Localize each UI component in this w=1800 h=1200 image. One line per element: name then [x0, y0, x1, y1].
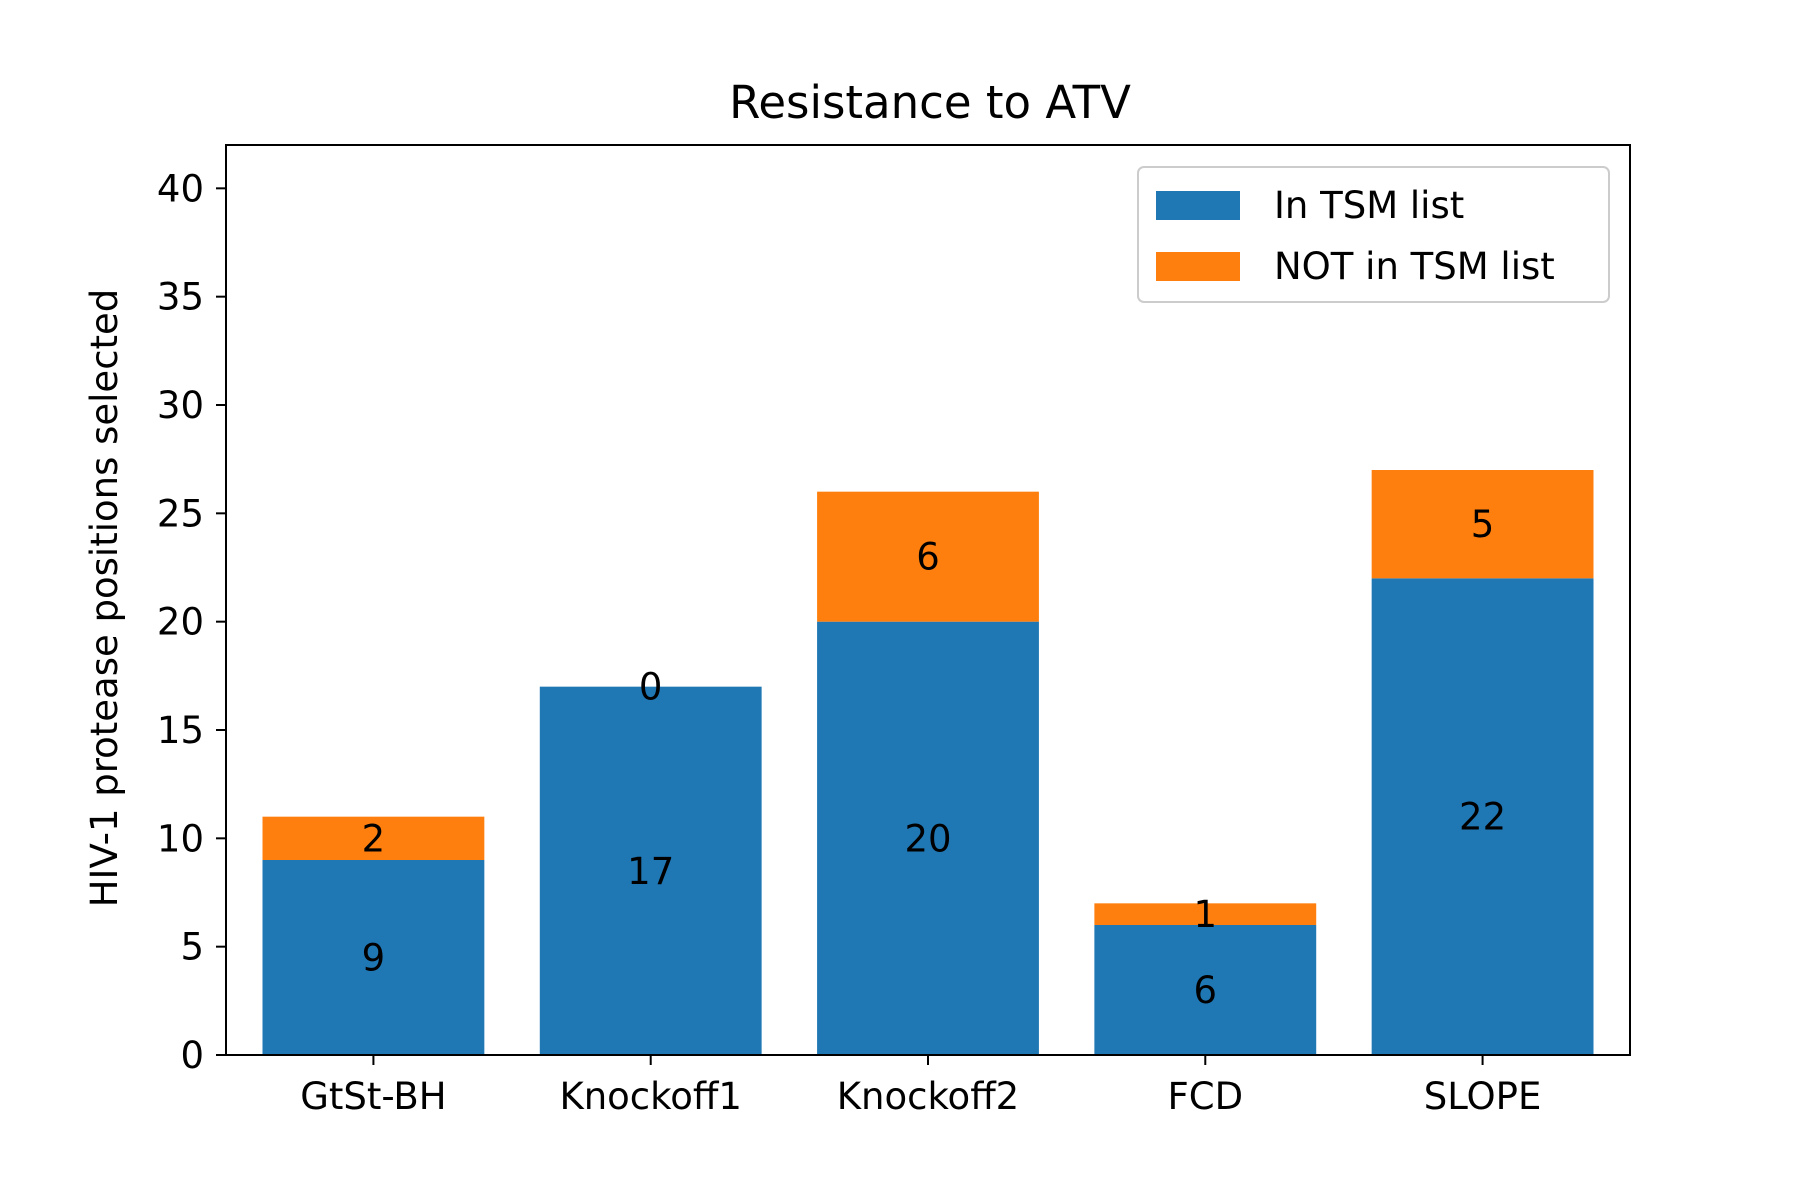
data-label-slope-not-in-tsm: 5 — [1471, 503, 1495, 546]
axes-frame — [225, 144, 1631, 1056]
legend-swatch-in-tsm — [1156, 191, 1240, 220]
plot-area: 9 2 GtSt-BH 17 0 Knockoff1 20 6 Knockoff2 6 1 FCD 22… — [157, 144, 1631, 1118]
bar-gtst-bh-in-tsm — [262, 860, 485, 1055]
y-tick-label: 0 — [180, 1034, 204, 1077]
x-tick-label-gtst-bh: GtSt-BH — [300, 1075, 446, 1118]
data-label-slope-in-tsm: 22 — [1459, 796, 1506, 839]
x-tick-label-slope: SLOPE — [1424, 1075, 1542, 1118]
chart-title: Resistance to ATV — [729, 76, 1131, 129]
data-label-gtst-bh-not-in-tsm: 2 — [362, 817, 386, 860]
x-tick-label-knockoff2: Knockoff2 — [837, 1075, 1019, 1118]
bar-fcd-not-in-tsm — [1094, 903, 1317, 925]
legend-swatch-not-in-tsm — [1156, 252, 1240, 281]
y-axis-label: HIV-1 protease positions selected — [83, 289, 126, 908]
legend-label-not-in-tsm: NOT in TSM list — [1274, 245, 1555, 288]
y-tick-label: 10 — [157, 817, 204, 860]
legend-box — [1137, 166, 1610, 303]
y-tick-label: 20 — [157, 601, 204, 644]
data-label-knockoff1-in-tsm: 17 — [627, 850, 674, 893]
data-label-knockoff1-not-in-tsm: 0 — [639, 666, 663, 709]
data-label-knockoff2-in-tsm: 20 — [904, 817, 951, 860]
x-tick-label-knockoff1: Knockoff1 — [559, 1075, 741, 1118]
y-tick-label: 30 — [157, 384, 204, 427]
legend-label-in-tsm: In TSM list — [1274, 184, 1464, 227]
bar-fcd-in-tsm — [1094, 925, 1317, 1055]
bar-slope-in-tsm — [1371, 578, 1594, 1055]
bar-gtst-bh-not-in-tsm — [262, 816, 485, 860]
y-tick-label: 35 — [157, 276, 204, 319]
data-label-fcd-not-in-tsm: 1 — [1194, 893, 1218, 936]
y-tick-label: 5 — [180, 926, 204, 969]
y-tick-label: 15 — [157, 709, 204, 752]
x-tick-label-fcd: FCD — [1167, 1075, 1243, 1118]
y-tick-label: 40 — [157, 167, 204, 210]
data-label-fcd-in-tsm: 6 — [1194, 969, 1218, 1012]
bar-slope-not-in-tsm — [1371, 470, 1594, 579]
bar-knockoff2-not-in-tsm — [817, 491, 1039, 622]
y-tick-label: 25 — [157, 492, 204, 535]
legend: In TSM list NOT in TSM list — [1137, 166, 1610, 303]
data-label-knockoff2-not-in-tsm: 6 — [916, 536, 940, 579]
bar-knockoff1-in-tsm — [539, 686, 762, 1055]
data-label-gtst-bh-in-tsm: 9 — [362, 937, 386, 980]
bar-knockoff2-in-tsm — [817, 621, 1039, 1055]
